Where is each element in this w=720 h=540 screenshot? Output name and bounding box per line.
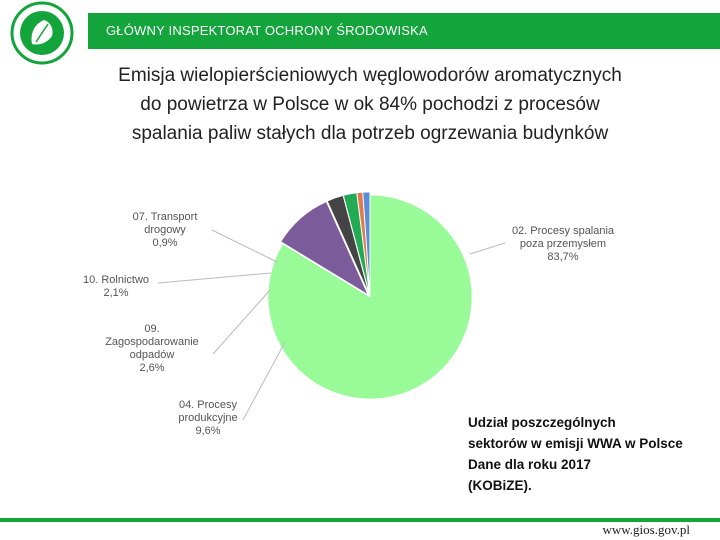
slice-label: 04. Procesy produkcyjne 9,6% — [178, 399, 237, 437]
leader-line — [211, 229, 278, 263]
slice-label: 07. Transport drogowy 0,9% — [133, 211, 198, 249]
pie-slice — [326, 195, 370, 295]
gios-logo — [10, 1, 74, 65]
headline-line: Emisja wielopierścieniowych węglowodorów… — [118, 65, 622, 86]
chart-note: Udział poszczególnych sektorów w emisji … — [468, 413, 720, 497]
note-line: (KOBiZE). — [468, 477, 532, 493]
footer-bar — [0, 518, 720, 522]
note-line: Dane dla roku 2017 — [468, 456, 592, 472]
slice-label: 02. Procesy spalania poza przemysłem 83,7% — [512, 225, 615, 263]
leader-line — [469, 242, 506, 255]
leader-line — [157, 272, 272, 284]
pie-slice — [280, 201, 369, 296]
note-line: Udział poszczególnych — [468, 415, 616, 430]
note-line: sektorów w emisji WWA w Polsce — [468, 435, 683, 451]
pie-slice — [267, 194, 473, 400]
leader-line — [242, 341, 286, 421]
leader-line — [212, 289, 271, 355]
headline: Emisja wielopierścieniowych węglowodorów… — [40, 62, 700, 149]
slice-label: 10. Rolnictwo 2,1% — [83, 274, 149, 299]
footer-url: www.gios.gov.pl — [602, 522, 690, 537]
header-bar: GŁÓWNY INSPEKTORAT OCHRONY ŚRODOWISKA — [88, 13, 720, 49]
slice-label: 09. Zagospodarowanie odpadów 2,6% — [105, 323, 199, 374]
headline-line: do powietrza w Polsce w ok 84% pochodzi … — [140, 93, 600, 115]
pie-slice — [362, 191, 371, 295]
header-title: GŁÓWNY INSPEKTORAT OCHRONY ŚRODOWISKA — [106, 23, 428, 38]
headline-line: spalania paliw stałych dla potrzeb ogrze… — [131, 122, 609, 144]
